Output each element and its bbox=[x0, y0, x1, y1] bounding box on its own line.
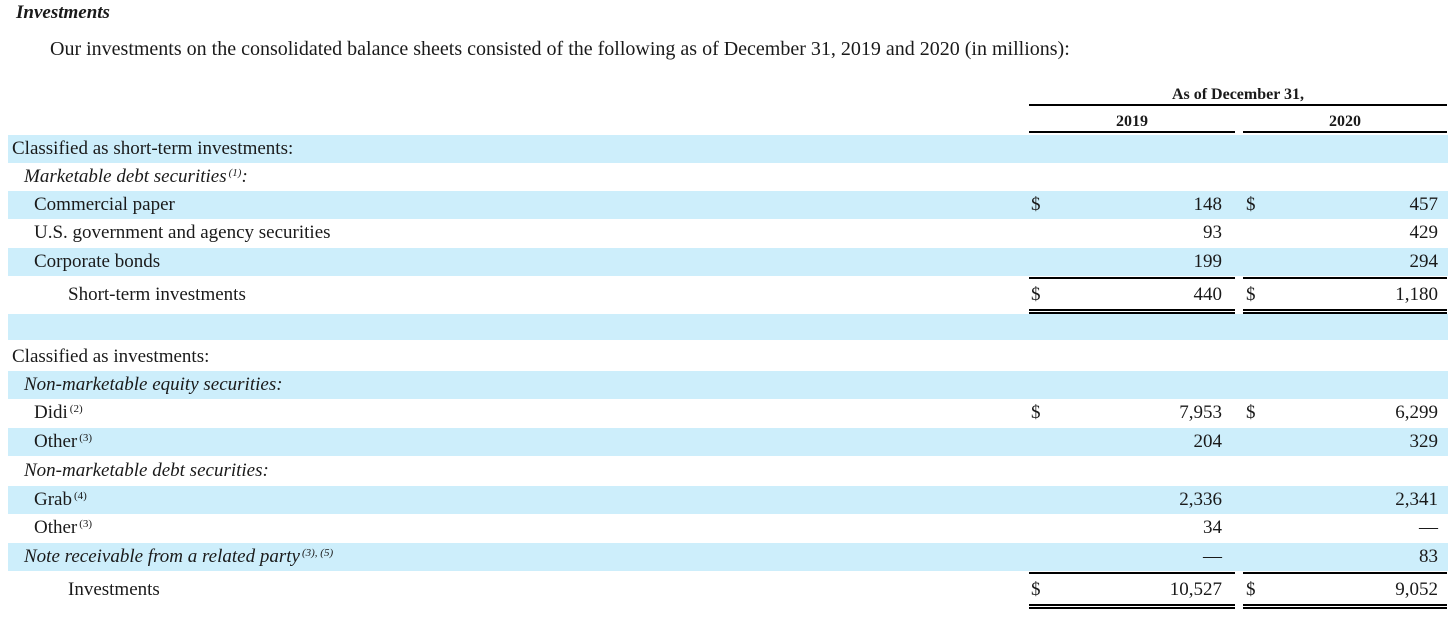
row-label: Classified as short-term investments: bbox=[12, 138, 294, 159]
row-label: Non-marketable equity securities: bbox=[24, 374, 283, 395]
table-row: Commercial paper $ 148 $ 457 bbox=[8, 191, 1448, 219]
table-row: Note receivable from a related party (3),… bbox=[8, 543, 1448, 571]
footnote-ref: (2) bbox=[69, 403, 83, 415]
subtotal-rule-2019 bbox=[1029, 572, 1235, 574]
dollar-sign-2019: $ bbox=[1031, 284, 1041, 305]
header-col-2019: 2019 bbox=[1116, 113, 1148, 130]
header-rule-2020 bbox=[1243, 131, 1447, 133]
total-double-rule-2019 bbox=[1029, 309, 1235, 314]
footnote-ref: (3) bbox=[79, 432, 93, 444]
subtotal-rule-2020 bbox=[1243, 572, 1447, 574]
footnote-ref: (3) bbox=[79, 518, 93, 530]
row-label: Corporate bonds bbox=[34, 251, 161, 272]
table-row: Non-marketable equity securities: bbox=[8, 371, 1448, 399]
header-top-rule bbox=[1029, 104, 1447, 106]
table-row: Didi (2) $ 7,953 $ 6,299 bbox=[8, 399, 1448, 427]
total-double-rule-2020 bbox=[1243, 309, 1447, 314]
table-row: Marketable debt securities (1): bbox=[8, 163, 1448, 191]
row-label: U.S. government and agency securities bbox=[34, 222, 331, 243]
row-label: Grab (4) bbox=[34, 489, 87, 510]
value-2020: 9,052 bbox=[1395, 579, 1438, 600]
footnote-ref: (3), (5) bbox=[301, 547, 334, 559]
table-row: Non-marketable debt securities: bbox=[8, 457, 1448, 485]
spacer-row bbox=[8, 314, 1448, 340]
value-2020: 83 bbox=[1419, 546, 1438, 567]
dollar-sign-2020: $ bbox=[1246, 194, 1256, 215]
value-2019: 7,953 bbox=[1179, 402, 1222, 423]
value-2019: 93 bbox=[1203, 222, 1222, 243]
dollar-sign-2020: $ bbox=[1246, 579, 1256, 600]
value-2020: 2,341 bbox=[1395, 489, 1438, 510]
value-2019: 440 bbox=[1193, 284, 1223, 305]
row-label: Didi (2) bbox=[34, 402, 83, 423]
dollar-sign-2020: $ bbox=[1246, 284, 1256, 305]
table-row: Classified as short-term investments: bbox=[8, 135, 1448, 163]
header-col-2020: 2020 bbox=[1329, 113, 1361, 130]
footnote-ref: (1) bbox=[228, 167, 242, 179]
footnote-ref: (4) bbox=[73, 490, 87, 502]
value-2020: 6,299 bbox=[1395, 402, 1438, 423]
table-row: Short-term investments $ 440 $ 1,180 bbox=[8, 281, 1448, 309]
value-2020: 294 bbox=[1409, 251, 1439, 272]
table-row: Investments $ 10,527 $ 9,052 bbox=[8, 576, 1448, 604]
table-row: Other (3) 34 — bbox=[8, 514, 1448, 542]
row-label: Other (3) bbox=[34, 517, 93, 538]
row-label: Other (3) bbox=[34, 431, 93, 452]
value-2019: 199 bbox=[1193, 251, 1223, 272]
value-2020: — bbox=[1419, 517, 1438, 538]
value-2019: 10,527 bbox=[1169, 579, 1222, 600]
row-label: Commercial paper bbox=[34, 194, 175, 215]
dollar-sign-2019: $ bbox=[1031, 402, 1041, 423]
subtotal-rule-2020 bbox=[1243, 277, 1447, 279]
table-row: Grab (4) 2,336 2,341 bbox=[8, 486, 1448, 514]
value-2020: 457 bbox=[1409, 194, 1439, 215]
table-row: Other (3) 204 329 bbox=[8, 428, 1448, 456]
value-2019: — bbox=[1203, 546, 1222, 567]
table-row: Corporate bonds 199 294 bbox=[8, 248, 1448, 276]
row-label: Note receivable from a related party (3),… bbox=[24, 546, 334, 567]
table-row: U.S. government and agency securities 93… bbox=[8, 219, 1448, 247]
section-heading: Investments bbox=[16, 2, 110, 23]
row-label: Marketable debt securities (1): bbox=[24, 166, 248, 187]
row-label: Short-term investments bbox=[68, 284, 246, 305]
row-label: Investments bbox=[68, 579, 160, 600]
intro-paragraph: Our investments on the consolidated bala… bbox=[50, 38, 1070, 60]
table-row: Classified as investments: bbox=[8, 343, 1448, 371]
value-2020: 329 bbox=[1409, 431, 1439, 452]
subtotal-rule-2019 bbox=[1029, 277, 1235, 279]
value-2019: 34 bbox=[1203, 517, 1222, 538]
value-2019: 204 bbox=[1193, 431, 1223, 452]
row-label: Non-marketable debt securities: bbox=[24, 460, 269, 481]
total-double-rule-2019 bbox=[1029, 604, 1235, 609]
dollar-sign-2019: $ bbox=[1031, 194, 1041, 215]
header-rule-2019 bbox=[1029, 131, 1235, 133]
dollar-sign-2020: $ bbox=[1246, 402, 1256, 423]
row-label: Classified as investments: bbox=[12, 346, 210, 367]
header-group-label: As of December 31, bbox=[1171, 86, 1305, 103]
value-2020: 429 bbox=[1409, 222, 1439, 243]
value-2019: 2,336 bbox=[1179, 489, 1222, 510]
total-double-rule-2020 bbox=[1243, 604, 1447, 609]
value-2019: 148 bbox=[1193, 194, 1223, 215]
dollar-sign-2019: $ bbox=[1031, 579, 1041, 600]
value-2020: 1,180 bbox=[1395, 284, 1438, 305]
